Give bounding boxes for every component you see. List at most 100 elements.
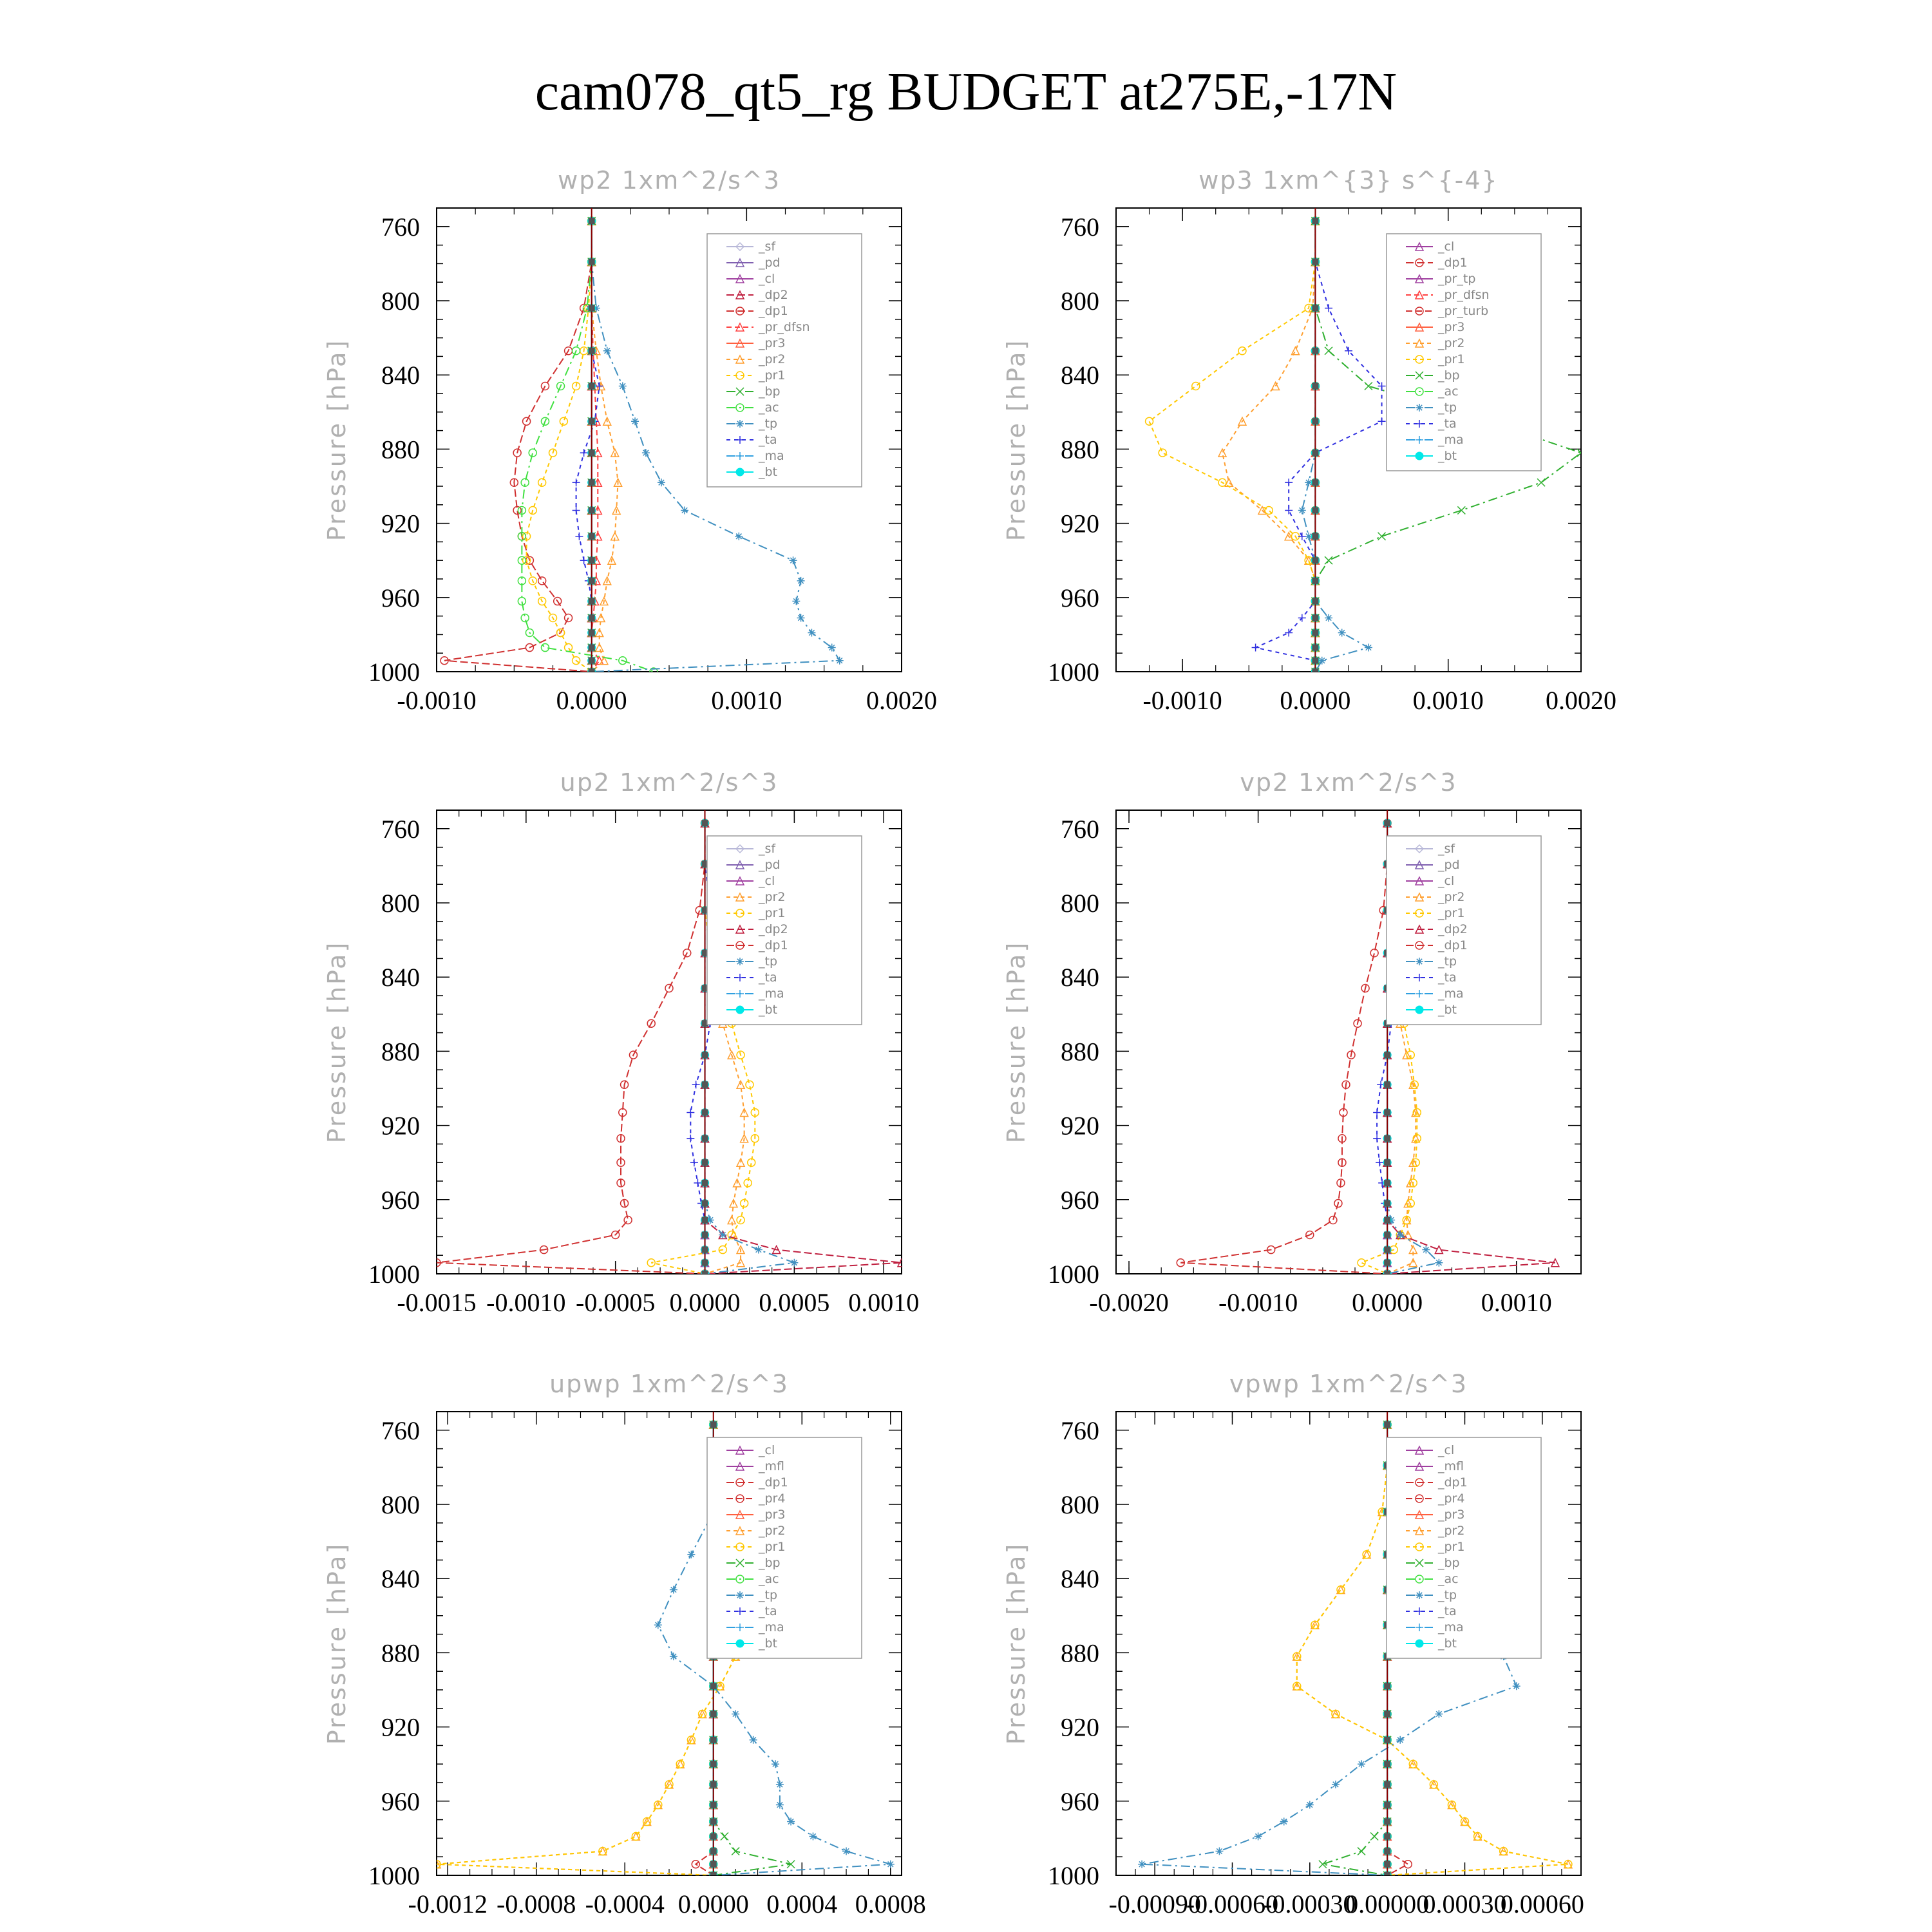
data-point: [1378, 417, 1386, 426]
legend-marker: [1415, 258, 1424, 267]
legend-marker: [1415, 1542, 1424, 1551]
data-point: [1370, 1832, 1379, 1841]
y-tick-label: 880: [381, 435, 420, 464]
data-point: [1412, 1108, 1422, 1117]
legend-marker: [735, 403, 744, 412]
data-point: [580, 556, 588, 565]
data-point: [1311, 1620, 1320, 1629]
zero-marker: [701, 1259, 708, 1266]
data-point: [735, 1258, 746, 1267]
legend-entry: _cl: [758, 272, 775, 286]
zero-marker: [1312, 479, 1319, 486]
y-tick-label: 840: [1061, 1564, 1099, 1593]
x-tick-label: -0.0010: [397, 686, 476, 715]
data-point: [726, 1215, 737, 1225]
data-point: [1406, 1198, 1416, 1208]
legend-entry: _dp1: [1437, 256, 1468, 270]
zero-marker: [701, 860, 708, 867]
zero-marker: [1312, 507, 1319, 514]
data-point: [1411, 1158, 1421, 1167]
zero-marker: [710, 1872, 717, 1875]
data-point: [772, 1244, 781, 1255]
legend-entry: _pr1: [1437, 906, 1464, 920]
data-point: [1257, 505, 1267, 515]
legend-entry: _tp: [758, 417, 777, 431]
data-point: [649, 667, 658, 672]
legend-entry: _ta: [758, 433, 777, 447]
legend-marker: [1414, 242, 1425, 251]
x-tick-label: -0.0005: [576, 1288, 655, 1317]
legend-marker: [1415, 941, 1424, 950]
legend-marker: [735, 1510, 745, 1519]
data-point: [517, 556, 527, 565]
zero-marker: [1384, 1200, 1391, 1207]
y-axis-label: Pressure [hPa]: [323, 941, 351, 1144]
data-point: [828, 643, 836, 652]
data-point: [1325, 614, 1333, 622]
data-point: [896, 1258, 902, 1267]
data-point: [564, 613, 573, 623]
data-point: [602, 576, 612, 585]
legend-entry: _pr_dfsn: [758, 320, 810, 334]
data-point: [539, 1245, 549, 1255]
zero-marker: [1312, 577, 1319, 584]
zero-marker: [1384, 1861, 1391, 1868]
data-point: [654, 1621, 662, 1629]
data-point: [842, 1847, 851, 1855]
data-point: [1406, 1178, 1416, 1188]
legend-marker: [1414, 1461, 1425, 1471]
zero-marker: [1312, 557, 1319, 564]
legend-marker: [735, 924, 745, 934]
legend-entry: _pr2: [1437, 1524, 1464, 1538]
zero-marker: [1312, 218, 1319, 225]
legend-entry: _ma: [1437, 987, 1464, 1001]
data-point: [750, 1134, 760, 1143]
x-tick-label: -0.0020: [1089, 1288, 1168, 1317]
data-point: [654, 1800, 663, 1810]
zero-marker: [1384, 1683, 1391, 1690]
panel-1: wp2 1xm^2/s^3 Pressure [hPa] 760 800 840 880 9…: [323, 166, 937, 715]
data-point: [1422, 1245, 1430, 1254]
data-point: [1144, 417, 1154, 426]
zero-marker: [710, 1861, 717, 1868]
data-point: [1357, 1847, 1366, 1856]
zero-marker: [710, 1848, 717, 1855]
data-point: [1370, 949, 1379, 958]
panels: wp2 1xm^2/s^3 Pressure [hPa] 760 800 840 880 9…: [323, 166, 1616, 1918]
data-point: [528, 448, 537, 457]
y-tick-label: 1000: [1048, 1260, 1099, 1289]
legend-marker: [1414, 322, 1425, 332]
data-point: [1402, 1215, 1411, 1225]
zero-marker: [1384, 1231, 1391, 1238]
data-point: [1408, 1179, 1418, 1188]
data-point: [1254, 1832, 1262, 1841]
data-point: [1176, 1258, 1186, 1267]
zero-marker: [588, 614, 595, 621]
legend-entry: _pr1: [758, 906, 785, 920]
data-point: [719, 1231, 727, 1239]
legend-entry: _mfl: [1437, 1459, 1464, 1473]
data-point: [1285, 478, 1293, 487]
data-point: [596, 612, 606, 623]
data-point: [1512, 1682, 1520, 1690]
series-pr1: [437, 1420, 752, 1875]
data-point: [665, 983, 674, 993]
data-point: [572, 506, 580, 515]
legend-entry: _pr2: [1437, 336, 1464, 350]
data-point: [735, 1157, 746, 1167]
zero-marker: [588, 305, 595, 312]
zero-marker: [588, 577, 595, 584]
panel-title: vpwp 1xm^2/s^3: [1229, 1370, 1468, 1398]
series-line-tp: [1301, 221, 1370, 672]
data-point: [1293, 1681, 1302, 1690]
x-tick-label: -0.0008: [497, 1889, 576, 1918]
x-tick-label: 0.0000: [670, 1288, 741, 1317]
data-point: [1460, 1817, 1470, 1826]
data-point: [618, 656, 627, 665]
legend-marker: [735, 1494, 744, 1503]
data-point: [657, 478, 665, 487]
data-point: [886, 1860, 895, 1868]
legend-entry: _ta: [1437, 971, 1457, 985]
data-point: [1577, 448, 1581, 457]
legend-entry: _cl: [758, 1443, 775, 1457]
